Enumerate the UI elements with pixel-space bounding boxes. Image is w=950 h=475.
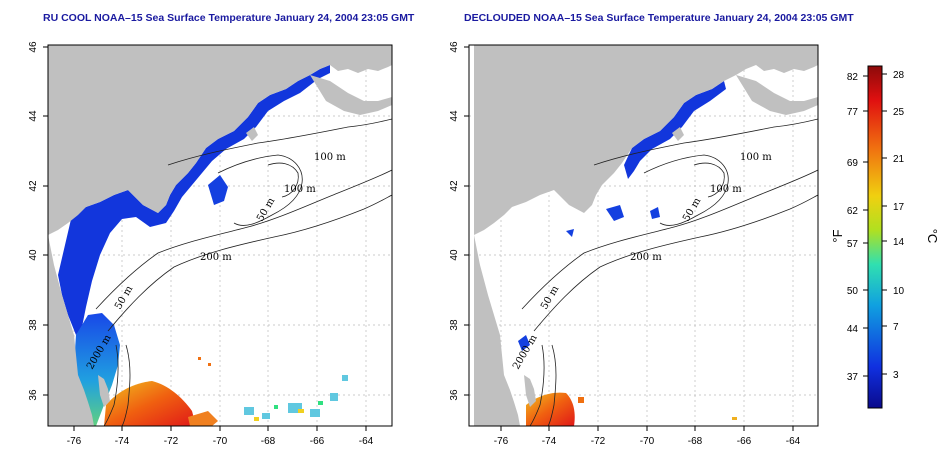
left-lat-tick-label: 42 — [28, 180, 39, 192]
left-lat-tick-label: 40 — [28, 249, 39, 261]
left-lat-tick-label: 44 — [28, 110, 39, 122]
right-contour-label-2: 100 m — [710, 184, 742, 195]
left-lon-axis: -76 -74 -72 -70 -68 -66 -64 — [67, 426, 374, 447]
fahrenheit-tick-label: 37 — [847, 372, 859, 383]
fahrenheit-tick-label: 82 — [847, 72, 859, 83]
left-lon-tick-label: -66 — [310, 436, 325, 447]
left-lon-tick-label: -64 — [359, 436, 374, 447]
fahrenheit-tick-label: 57 — [847, 239, 859, 250]
right-lat-tick-label: 42 — [449, 180, 460, 192]
right-lon-tick-label: -72 — [591, 436, 606, 447]
fahrenheit-tick-label: 62 — [847, 206, 859, 217]
left-lon-tick-label: -74 — [115, 436, 130, 447]
left-lat-axis: 36 38 40 42 44 46 — [28, 41, 48, 401]
left-lat-tick-label: 36 — [28, 389, 39, 401]
left-lat-tick-label: 38 — [28, 319, 39, 331]
left-map-panel: 100 m 100 m 50 m 200 m 50 m 2000 m -76 -… — [28, 41, 393, 447]
left-contour-label-1: 100 m — [314, 152, 346, 163]
right-contour-label-4: 200 m — [630, 252, 662, 263]
celsius-ticks — [882, 73, 887, 375]
celsius-tick-label: 7 — [893, 322, 899, 333]
right-lon-tick-label: -68 — [688, 436, 703, 447]
celsius-unit-label: °C — [925, 229, 940, 244]
right-map-content: 100 m 100 m 50 m 200 m 50 m 2000 m — [469, 45, 818, 426]
right-map-frame — [468, 44, 819, 427]
fahrenheit-ticks — [863, 75, 868, 377]
celsius-tick-label: 21 — [893, 154, 905, 165]
right-lat-tick-label: 40 — [449, 249, 460, 261]
right-sst-data — [518, 81, 737, 426]
left-lon-tick-label: -76 — [67, 436, 82, 447]
right-grid-lines — [469, 45, 818, 426]
right-lat-tick-label: 38 — [449, 319, 460, 331]
celsius-tick-label: 25 — [893, 107, 905, 118]
left-lon-tick-label: -68 — [261, 436, 276, 447]
left-lat-tick-label: 46 — [28, 41, 39, 53]
right-lon-tick-label: -66 — [737, 436, 752, 447]
right-lat-axis: 36 38 40 42 44 46 — [449, 41, 469, 401]
right-lon-tick-label: -70 — [640, 436, 655, 447]
right-lat-tick-label: 36 — [449, 389, 460, 401]
right-lon-tick-label: -76 — [494, 436, 509, 447]
right-map-panel: 100 m 100 m 50 m 200 m 50 m 2000 m -76 -… — [449, 41, 819, 447]
fahrenheit-unit-label: °F — [830, 229, 845, 242]
left-sst-data — [58, 65, 348, 426]
fahrenheit-tick-label: 69 — [847, 158, 859, 169]
fahrenheit-tick-label: 44 — [847, 324, 859, 335]
right-contour-label-1: 100 m — [740, 152, 772, 163]
right-lon-tick-label: -64 — [786, 436, 801, 447]
temperature-colorbar: 82 77 69 62 57 50 44 37 28 25 21 17 14 1… — [830, 65, 940, 409]
colorbar-gradient — [867, 65, 883, 409]
fahrenheit-tick-label: 77 — [847, 107, 859, 118]
celsius-tick-label: 14 — [893, 237, 905, 248]
left-lon-tick-label: -70 — [213, 436, 228, 447]
left-lon-tick-label: -72 — [164, 436, 179, 447]
left-map-content: 100 m 100 m 50 m 200 m 50 m 2000 m — [48, 45, 392, 426]
fahrenheit-tick-label: 50 — [847, 286, 859, 297]
right-lat-tick-label: 44 — [449, 110, 460, 122]
left-contour-label-4: 200 m — [200, 252, 232, 263]
right-lon-axis: -76 -74 -72 -70 -68 -66 -64 — [494, 426, 801, 447]
celsius-tick-label: 28 — [893, 70, 905, 81]
right-lon-tick-label: -74 — [542, 436, 557, 447]
right-lat-tick-label: 46 — [449, 41, 460, 53]
celsius-tick-label: 17 — [893, 202, 905, 213]
right-panel-title: DECLOUDED NOAA–15 Sea Surface Temperatur… — [464, 12, 854, 24]
left-panel-title: RU COOL NOAA–15 Sea Surface Temperature … — [43, 12, 415, 24]
celsius-tick-label: 10 — [893, 286, 905, 297]
left-contour-label-2: 100 m — [284, 184, 316, 195]
celsius-tick-label: 3 — [893, 370, 899, 381]
